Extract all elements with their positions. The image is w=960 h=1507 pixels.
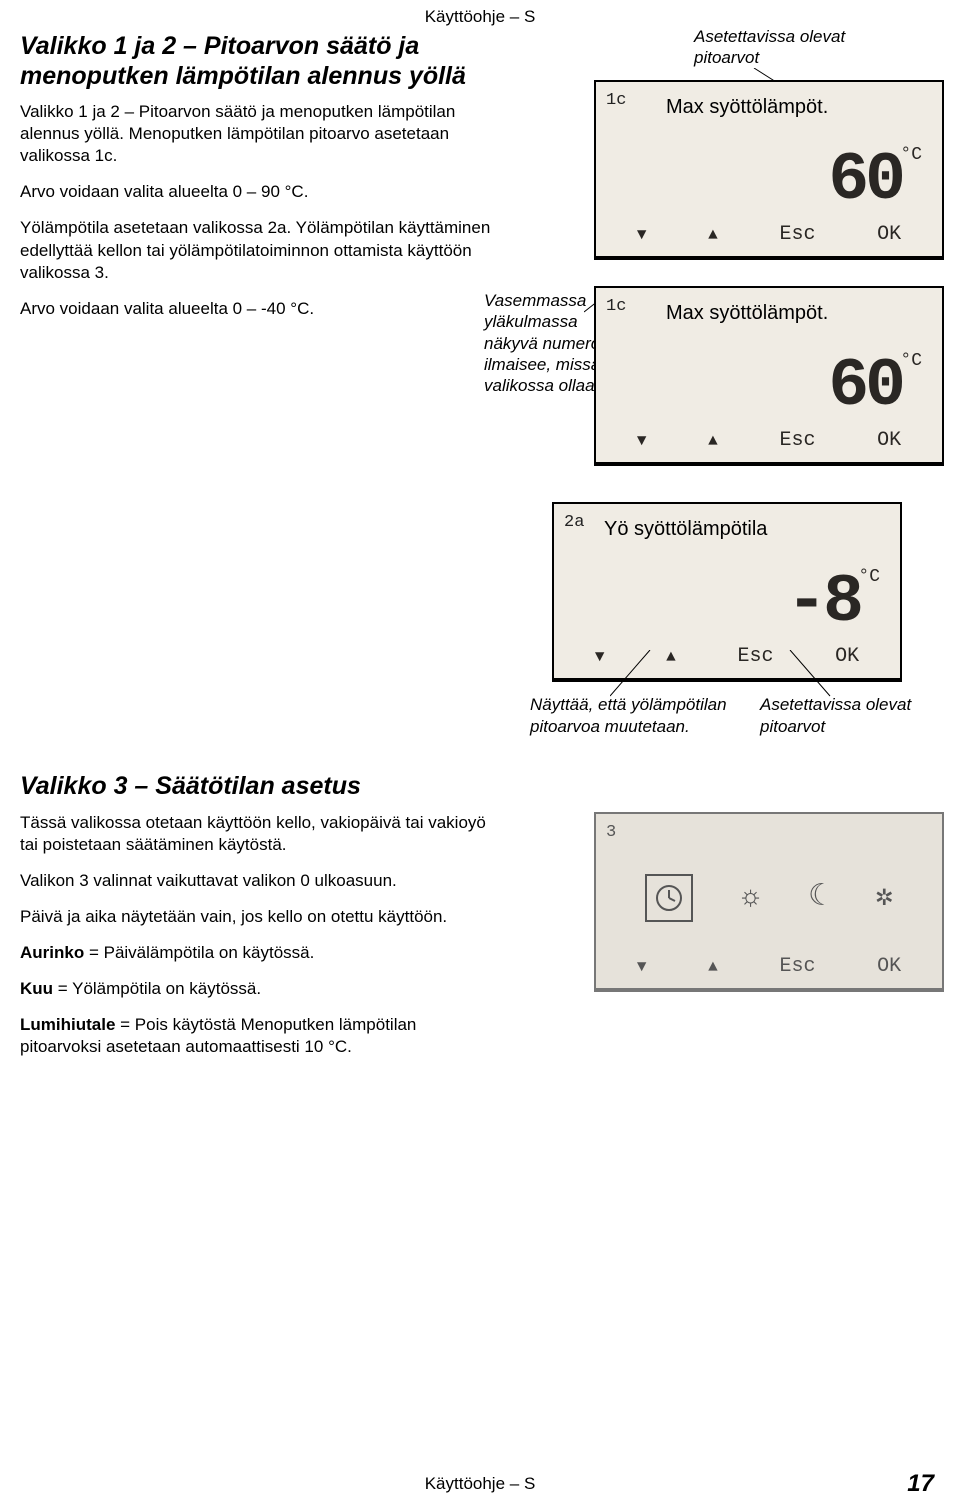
page-footer: Käyttöohje – S	[0, 1473, 960, 1495]
section-1-p4: Arvo voidaan valita alueelta 0 – -40 °C.	[20, 298, 500, 320]
lcd1-esc: Esc	[779, 222, 815, 248]
lcd-display-3: 2a Yö syöttölämpötila -8 °C Esc OK	[552, 502, 902, 682]
label-lumihiutale: Lumihiutale	[20, 1015, 115, 1034]
up-icon	[708, 222, 718, 248]
lcd-display-1: 1c Max syöttölämpöt. 60 °C Esc OK	[594, 80, 944, 260]
section-1-p1: Valikko 1 ja 2 – Pitoarvon säätö ja meno…	[20, 101, 500, 167]
annotation-shows-night: Näyttää, että yölämpötilan pitoarvoa muu…	[530, 694, 740, 737]
lcd2-esc: Esc	[779, 428, 815, 454]
lcd3-value: -8	[786, 559, 860, 647]
section-2-p1: Tässä valikossa otetaan käyttöön kello, …	[20, 812, 500, 856]
lcd1-title: Max syöttölämpöt.	[666, 94, 828, 120]
lcd1-value: 60	[828, 137, 902, 225]
down-icon	[637, 222, 647, 248]
section-1-text: Valikko 1 ja 2 – Pitoarvon säätö ja meno…	[20, 32, 500, 472]
lcd2-ok: OK	[877, 428, 901, 454]
up-icon	[708, 428, 718, 454]
lcd2-title: Max syöttölämpöt.	[666, 300, 828, 326]
lcd4-menu-id: 3	[606, 822, 616, 844]
desc-aurinko: = Päivälämpötila on käytössä.	[84, 943, 314, 962]
moon-icon: ☾	[808, 879, 826, 918]
section-2-line-lumihiutale: Lumihiutale = Pois käytöstä Menoputken l…	[20, 1014, 500, 1058]
down-icon	[637, 954, 647, 980]
down-icon	[637, 428, 647, 454]
page-number: 17	[907, 1468, 934, 1499]
lcd-display-2: 1c Max syöttölämpöt. 60 °C Esc OK	[594, 286, 944, 466]
label-kuu: Kuu	[20, 979, 53, 998]
lcd3-esc: Esc	[737, 644, 773, 670]
lcd3-title: Yö syöttölämpötila	[604, 516, 767, 542]
lcd1-unit: °C	[900, 144, 922, 167]
section-2-p2: Valikon 3 valinnat vaikuttavat valikon 0…	[20, 870, 500, 892]
desc-kuu: = Yölämpötila on käytössä.	[53, 979, 261, 998]
annotation-setpoints-top: Asetettavissa olevat pitoarvot	[694, 26, 894, 69]
lcd2-unit: °C	[900, 350, 922, 373]
lcd-display-4-icons: 3 ☼ ☾ ✲ Esc	[594, 812, 944, 992]
section-2-line-kuu: Kuu = Yölämpötila on käytössä.	[20, 978, 500, 1000]
section-2-heading: Valikko 3 – Säätötilan asetus	[20, 772, 500, 802]
clock-icon	[645, 874, 693, 922]
section-1-heading: Valikko 1 ja 2 – Pitoarvon säätö ja meno…	[20, 32, 500, 91]
lcd4-esc: Esc	[779, 954, 815, 980]
section-1-p3: Yölämpötila asetetaan valikossa 2a. Yölä…	[20, 217, 500, 283]
lcd2-value: 60	[828, 343, 902, 431]
label-aurinko: Aurinko	[20, 943, 84, 962]
annotation-setpoints-bottom: Asetettavissa olevat pitoarvot	[760, 694, 960, 737]
sun-icon: ☼	[742, 879, 760, 918]
snowflake-icon: ✲	[875, 879, 893, 918]
section-1-p2: Arvo voidaan valita alueelta 0 – 90 °C.	[20, 181, 500, 203]
down-icon	[595, 644, 605, 670]
section-2-p3: Päivä ja aika näytetään vain, jos kello …	[20, 906, 500, 928]
lcd4-ok: OK	[877, 954, 901, 980]
lcd2-menu-id: 1c	[606, 296, 626, 318]
lcd1-ok: OK	[877, 222, 901, 248]
section-2-text: Valikko 3 – Säätötilan asetus Tässä vali…	[20, 772, 500, 1072]
lcd1-menu-id: 1c	[606, 90, 626, 112]
lcd3-unit: °C	[858, 566, 880, 589]
lcd3-menu-id: 2a	[564, 512, 584, 534]
section-2-line-aurinko: Aurinko = Päivälämpötila on käytössä.	[20, 942, 500, 964]
up-icon	[708, 954, 718, 980]
